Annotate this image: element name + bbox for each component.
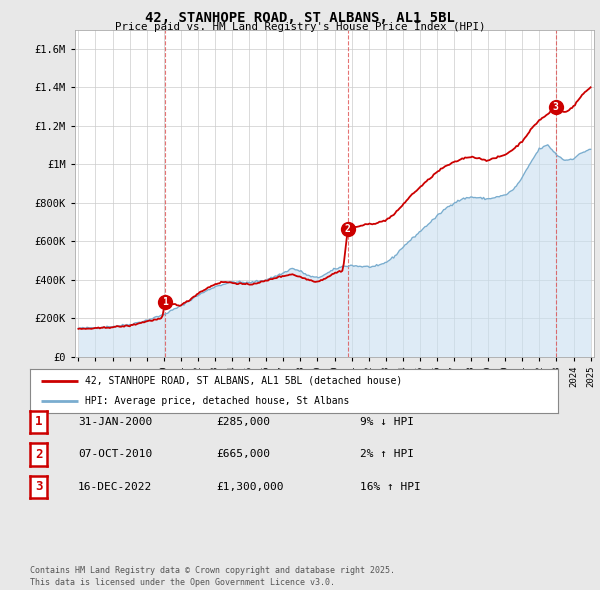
Text: Price paid vs. HM Land Registry's House Price Index (HPI): Price paid vs. HM Land Registry's House … bbox=[115, 22, 485, 32]
Text: £665,000: £665,000 bbox=[216, 450, 270, 459]
Text: 31-JAN-2000: 31-JAN-2000 bbox=[78, 417, 152, 427]
Text: 3: 3 bbox=[553, 101, 559, 112]
Text: 42, STANHOPE ROAD, ST ALBANS, AL1 5BL (detached house): 42, STANHOPE ROAD, ST ALBANS, AL1 5BL (d… bbox=[85, 376, 403, 386]
Text: 3: 3 bbox=[35, 480, 42, 493]
Text: 16% ↑ HPI: 16% ↑ HPI bbox=[360, 482, 421, 491]
Text: 42, STANHOPE ROAD, ST ALBANS, AL1 5BL: 42, STANHOPE ROAD, ST ALBANS, AL1 5BL bbox=[145, 11, 455, 25]
Text: 16-DEC-2022: 16-DEC-2022 bbox=[78, 482, 152, 491]
Text: HPI: Average price, detached house, St Albans: HPI: Average price, detached house, St A… bbox=[85, 396, 350, 406]
Text: 1: 1 bbox=[162, 297, 168, 307]
Text: 1: 1 bbox=[35, 415, 42, 428]
Text: 2% ↑ HPI: 2% ↑ HPI bbox=[360, 450, 414, 459]
Text: £1,300,000: £1,300,000 bbox=[216, 482, 284, 491]
Text: 9% ↓ HPI: 9% ↓ HPI bbox=[360, 417, 414, 427]
Text: £285,000: £285,000 bbox=[216, 417, 270, 427]
Text: 07-OCT-2010: 07-OCT-2010 bbox=[78, 450, 152, 459]
Text: 2: 2 bbox=[345, 224, 351, 234]
Text: Contains HM Land Registry data © Crown copyright and database right 2025.
This d: Contains HM Land Registry data © Crown c… bbox=[30, 566, 395, 587]
Text: 2: 2 bbox=[35, 448, 42, 461]
